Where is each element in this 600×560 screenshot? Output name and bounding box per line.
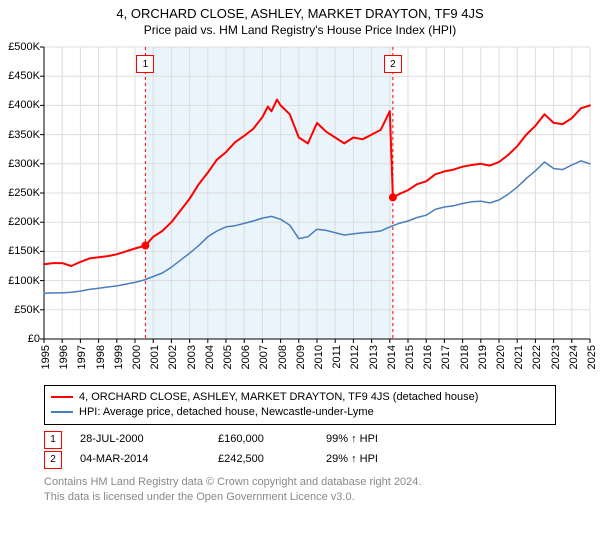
x-tick-label: 1995 xyxy=(40,345,52,369)
sale-price: £160,000 xyxy=(218,431,308,448)
footer-attribution: Contains HM Land Registry data © Crown c… xyxy=(44,475,556,505)
chart-subtitle: Price paid vs. HM Land Registry's House … xyxy=(0,23,600,37)
x-tick-label: 2023 xyxy=(550,345,562,369)
legend-swatch xyxy=(51,396,73,398)
x-tick-label: 2007 xyxy=(258,345,270,369)
x-tick-label: 2014 xyxy=(386,345,398,369)
x-tick-label: 2025 xyxy=(586,345,598,369)
y-tick-label: £500K xyxy=(8,41,40,53)
y-tick-label: £200K xyxy=(8,216,40,228)
x-tick-label: 2003 xyxy=(186,345,198,369)
chart-title: 4, ORCHARD CLOSE, ASHLEY, MARKET DRAYTON… xyxy=(0,6,600,21)
y-tick-label: £150K xyxy=(8,245,40,257)
x-tick-label: 2021 xyxy=(513,345,525,369)
x-tick-label: 2013 xyxy=(368,345,380,369)
y-tick-label: £250K xyxy=(8,187,40,199)
x-tick-label: 2009 xyxy=(295,345,307,369)
x-tick-label: 2018 xyxy=(459,345,471,369)
x-tick-label: 2000 xyxy=(131,345,143,369)
x-tick-label: 2024 xyxy=(568,345,580,369)
y-tick-label: £300K xyxy=(8,158,40,170)
x-tick-label: 2017 xyxy=(440,345,452,369)
x-tick-label: 2011 xyxy=(331,345,343,369)
x-tick-label: 1998 xyxy=(95,345,107,369)
sales-table-row: 2 04-MAR-2014 £242,500 29% ↑ HPI xyxy=(44,451,556,469)
y-tick-label: £50K xyxy=(14,304,40,316)
x-tick-label: 1999 xyxy=(113,345,125,369)
sale-marker-box: 1 xyxy=(136,55,154,73)
x-tick-label: 2001 xyxy=(149,345,161,369)
x-tick-label: 2002 xyxy=(167,345,179,369)
x-tick-label: 2012 xyxy=(349,345,361,369)
x-tick-label: 2020 xyxy=(495,345,507,369)
sale-hpi-pct: 99% ↑ HPI xyxy=(326,431,416,448)
x-tick-label: 2006 xyxy=(240,345,252,369)
sale-date: 28-JUL-2000 xyxy=(80,431,200,448)
y-tick-label: £400K xyxy=(8,99,40,111)
sale-price: £242,500 xyxy=(218,451,308,468)
footer-line-2: This data is licensed under the Open Gov… xyxy=(44,490,556,505)
sale-hpi-pct: 29% ↑ HPI xyxy=(326,451,416,468)
sales-table: 1 28-JUL-2000 £160,000 99% ↑ HPI 2 04-MAR-201… xyxy=(44,431,556,471)
x-tick-label: 2005 xyxy=(222,345,234,369)
sale-marker-box: 2 xyxy=(384,55,402,73)
chart: £0 £50K £100K £150K £200K £250K £300K £350K £400… xyxy=(0,41,600,381)
sale-number-box: 2 xyxy=(44,451,62,469)
x-tick-label: 1997 xyxy=(76,345,88,369)
x-tick-label: 2016 xyxy=(422,345,434,369)
x-tick-label: 2010 xyxy=(313,345,325,369)
legend-swatch xyxy=(51,411,73,413)
sale-number-box: 1 xyxy=(44,431,62,449)
sales-table-row: 1 28-JUL-2000 £160,000 99% ↑ HPI xyxy=(44,431,556,449)
x-tick-label: 2015 xyxy=(404,345,416,369)
legend-item: 4, ORCHARD CLOSE, ASHLEY, MARKET DRAYTON… xyxy=(51,390,549,405)
x-tick-label: 2004 xyxy=(204,345,216,369)
legend-label: 4, ORCHARD CLOSE, ASHLEY, MARKET DRAYTON… xyxy=(79,390,478,405)
x-tick-label: 2008 xyxy=(277,345,289,369)
x-tick-label: 2019 xyxy=(477,345,489,369)
sale-date: 04-MAR-2014 xyxy=(80,451,200,468)
x-tick-label: 1996 xyxy=(58,345,70,369)
footer-line-1: Contains HM Land Registry data © Crown c… xyxy=(44,475,556,490)
legend-item: HPI: Average price, detached house, Newc… xyxy=(51,405,549,420)
x-tick-label: 2022 xyxy=(531,345,543,369)
y-tick-label: £450K xyxy=(8,70,40,82)
y-tick-label: £350K xyxy=(8,129,40,141)
legend: 4, ORCHARD CLOSE, ASHLEY, MARKET DRAYTON… xyxy=(44,385,556,425)
legend-label: HPI: Average price, detached house, Newc… xyxy=(79,405,374,420)
y-tick-label: £0 xyxy=(28,333,40,345)
y-tick-label: £100K xyxy=(8,275,40,287)
